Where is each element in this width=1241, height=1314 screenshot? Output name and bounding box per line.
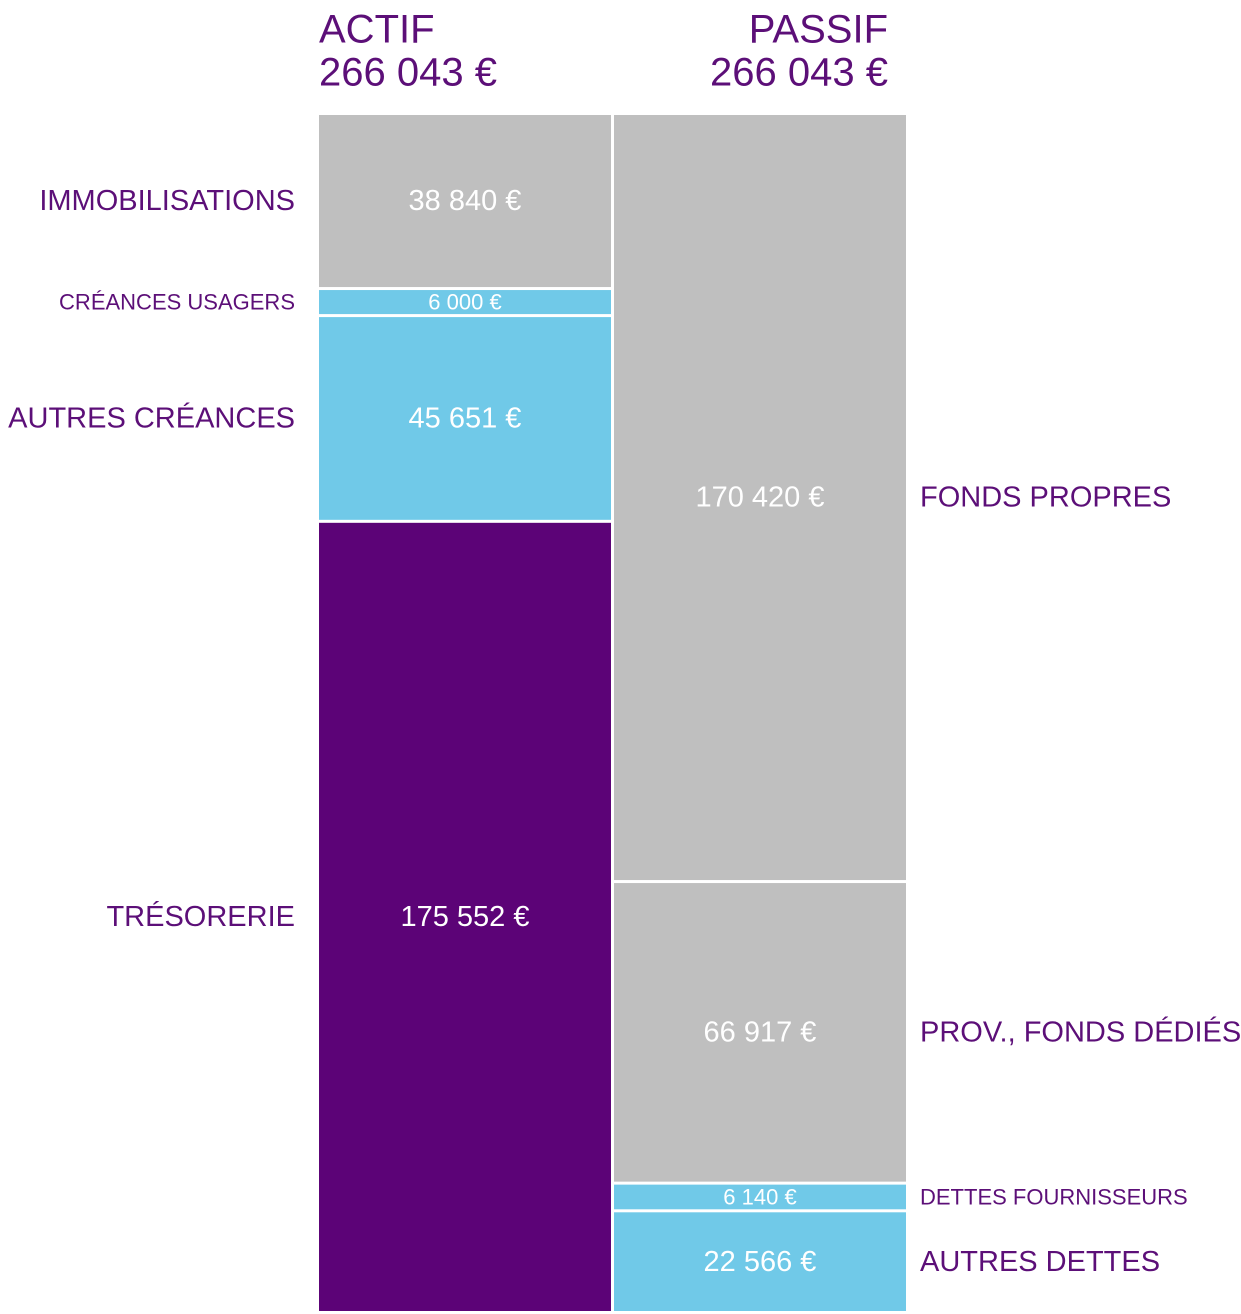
segment [319,317,611,520]
segment [614,115,906,881]
column-title: ACTIF [319,8,435,52]
segment-value-label: 66 917 € [704,1016,817,1048]
column-total: 266 043 € [319,51,497,95]
segment-label: AUTRES CRÉANCES [8,402,295,435]
segment-label: PROV., FONDS DÉDIÉS [920,1015,1241,1048]
segment [614,1212,906,1311]
segment-label: AUTRES DETTES [920,1246,1160,1278]
segment-label: FONDS PROPRES [920,482,1171,514]
segment [319,522,611,1311]
segment-label: TRÉSORERIE [106,900,295,933]
segment-value-label: 22 566 € [704,1246,817,1278]
segment-label: CRÉANCES USAGERS [59,289,295,314]
segment-value-label: 38 840 € [409,185,522,217]
segment-value-label: 6 140 € [723,1184,796,1209]
segment-value-label: 6 000 € [428,289,501,314]
column-total: 266 043 € [710,51,888,95]
segment-value-label: 170 420 € [695,482,824,514]
segment [319,290,611,315]
segment-label: DETTES FOURNISSEURS [920,1184,1188,1209]
segment-value-label: 175 552 € [400,901,529,933]
segment-value-label: 45 651 € [409,403,522,435]
column-title: PASSIF [749,8,888,52]
segment [319,115,611,288]
segment [614,1184,906,1210]
segment [614,883,906,1182]
segment-label: IMMOBILISATIONS [39,185,295,217]
